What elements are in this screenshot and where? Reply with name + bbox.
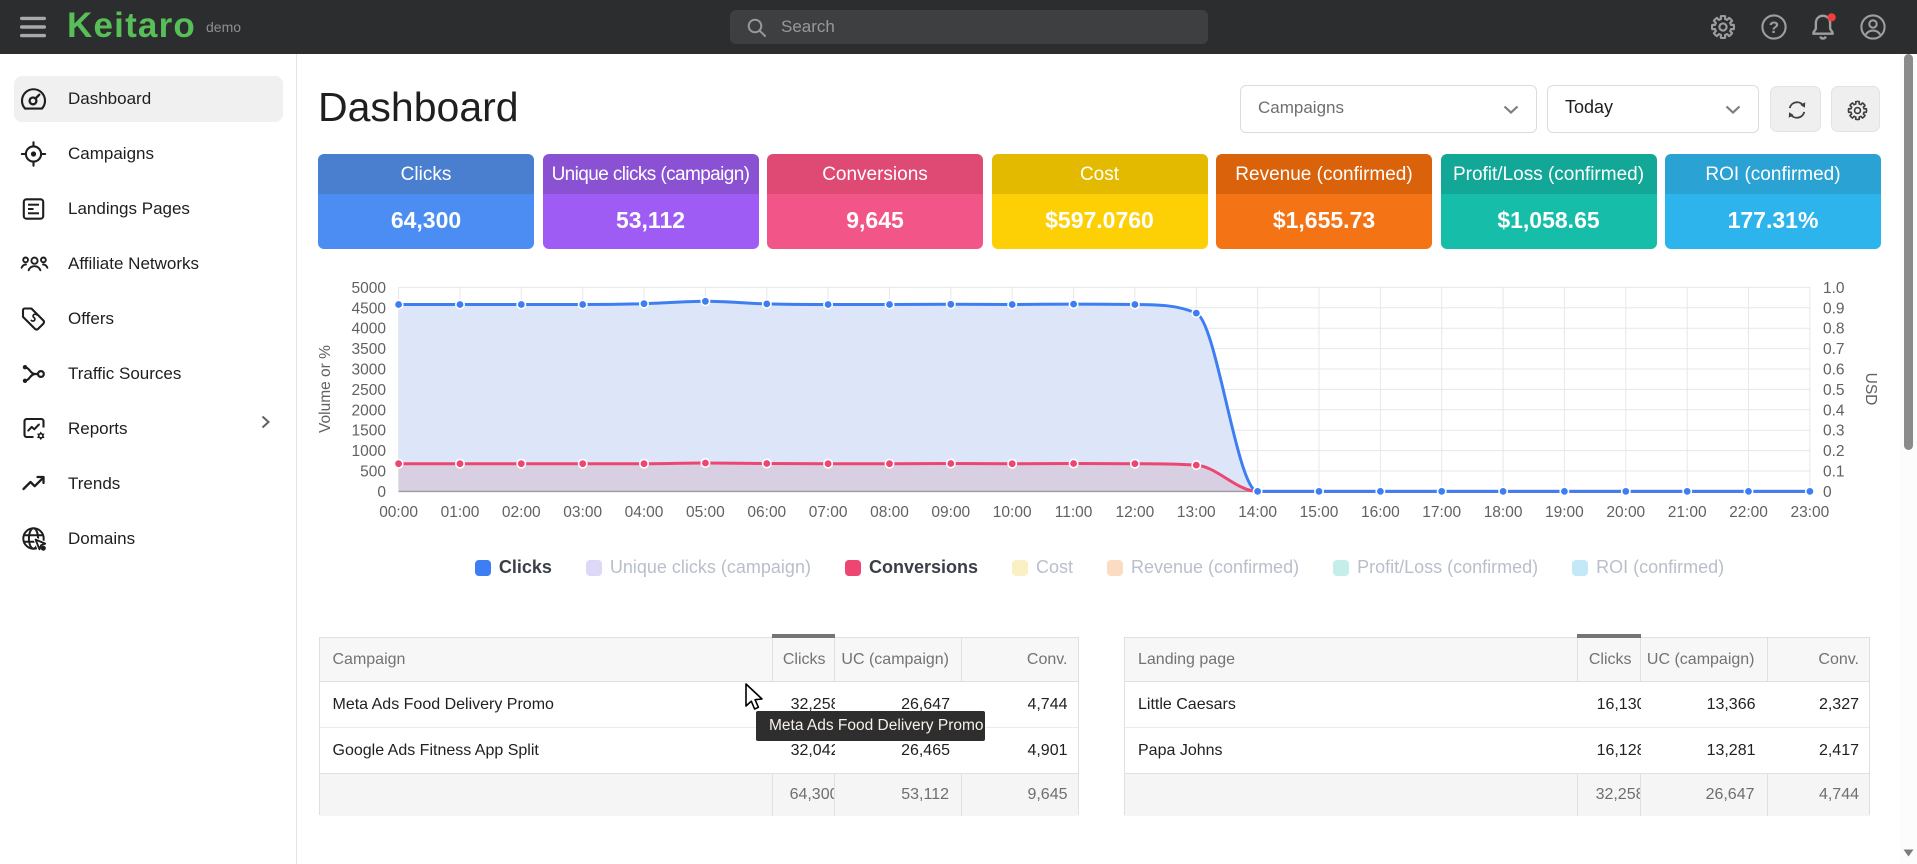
svg-text:?: ? xyxy=(1769,18,1779,37)
svg-text:0.7: 0.7 xyxy=(1823,341,1845,358)
svg-text:01:00: 01:00 xyxy=(441,504,480,521)
svg-text:06:00: 06:00 xyxy=(747,504,786,521)
svg-text:5000: 5000 xyxy=(352,280,387,297)
svg-text:0.4: 0.4 xyxy=(1823,402,1845,419)
svg-text:10:00: 10:00 xyxy=(993,504,1032,521)
svg-text:1.0: 1.0 xyxy=(1823,280,1845,297)
svg-text:0.3: 0.3 xyxy=(1823,423,1845,440)
svg-text:0: 0 xyxy=(377,484,386,501)
svg-text:19:00: 19:00 xyxy=(1545,504,1584,521)
svg-text:02:00: 02:00 xyxy=(502,504,541,521)
svg-text:0.8: 0.8 xyxy=(1823,321,1845,338)
svg-text:21:00: 21:00 xyxy=(1668,504,1707,521)
svg-text:22:00: 22:00 xyxy=(1729,504,1768,521)
svg-text:0.5: 0.5 xyxy=(1823,382,1845,399)
svg-text:0.2: 0.2 xyxy=(1823,443,1845,460)
svg-text:11:00: 11:00 xyxy=(1055,504,1093,521)
svg-text:500: 500 xyxy=(360,464,386,481)
svg-text:3500: 3500 xyxy=(352,341,387,358)
svg-text:2500: 2500 xyxy=(352,382,387,399)
svg-text:12:00: 12:00 xyxy=(1116,504,1155,521)
svg-text:0.1: 0.1 xyxy=(1823,464,1845,481)
svg-text:23:00: 23:00 xyxy=(1791,504,1830,521)
svg-text:13:00: 13:00 xyxy=(1177,504,1216,521)
svg-text:08:00: 08:00 xyxy=(870,504,909,521)
svg-text:03:00: 03:00 xyxy=(563,504,602,521)
svg-text:07:00: 07:00 xyxy=(809,504,848,521)
svg-text:1500: 1500 xyxy=(352,423,387,440)
svg-text:USD: USD xyxy=(1862,373,1879,406)
svg-text:05:00: 05:00 xyxy=(686,504,725,521)
svg-text:18:00: 18:00 xyxy=(1484,504,1523,521)
svg-text:0.9: 0.9 xyxy=(1823,300,1845,317)
svg-text:15:00: 15:00 xyxy=(1300,504,1339,521)
svg-text:4500: 4500 xyxy=(352,300,387,317)
svg-text:17:00: 17:00 xyxy=(1422,504,1461,521)
svg-text:14:00: 14:00 xyxy=(1238,504,1277,521)
svg-text:1000: 1000 xyxy=(352,443,387,460)
svg-text:2000: 2000 xyxy=(352,402,387,419)
svg-text:0.6: 0.6 xyxy=(1823,362,1845,379)
svg-text:20:00: 20:00 xyxy=(1606,504,1645,521)
svg-text:00:00: 00:00 xyxy=(379,504,418,521)
svg-text:16:00: 16:00 xyxy=(1361,504,1400,521)
svg-text:3000: 3000 xyxy=(352,362,387,379)
svg-text:0: 0 xyxy=(1823,484,1832,501)
svg-text:Volume or %: Volume or % xyxy=(317,345,334,433)
svg-text:04:00: 04:00 xyxy=(625,504,664,521)
svg-text:09:00: 09:00 xyxy=(931,504,970,521)
svg-text:4000: 4000 xyxy=(352,321,387,338)
